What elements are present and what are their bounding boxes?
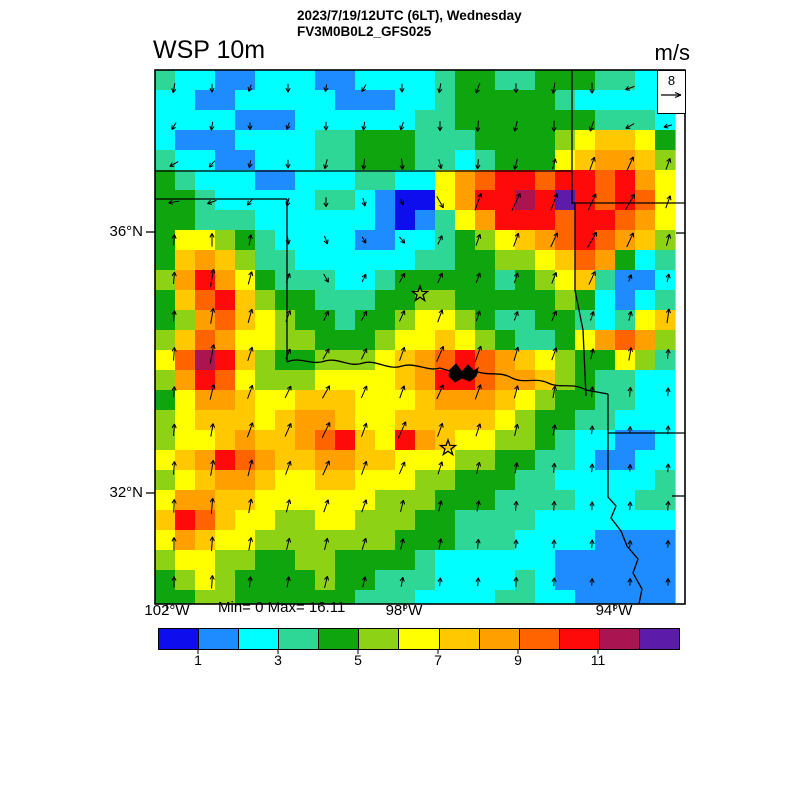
reference-arrow-icon [660, 91, 681, 99]
lon-label-94w: 94°W [595, 602, 633, 619]
colorbar-segment [478, 629, 519, 649]
colorbar-segment [638, 629, 680, 649]
colorbar [158, 628, 680, 650]
colorbar-tick-label: 5 [354, 652, 362, 668]
colorbar-segment [438, 629, 479, 649]
wind-speed-field [155, 70, 676, 604]
colorbar-tick-label: 3 [274, 652, 282, 668]
map-frame [146, 69, 686, 611]
colorbar-tick-label: 9 [514, 652, 522, 668]
colorbar-tick-label: 7 [434, 652, 442, 668]
reference-speed-value: 8 [667, 73, 676, 88]
colorbar-segment [278, 629, 319, 649]
wind-vector-legend: 8 [657, 70, 686, 114]
lon-label-102w: 102°W [144, 602, 190, 619]
lat-label-32n: 32°N [109, 484, 143, 501]
plot-model-title: FV3M0B0L2_GFS025 [297, 24, 432, 39]
lat-label-36n: 36°N [109, 223, 143, 240]
colorbar-segment [238, 629, 279, 649]
colorbar-segment [159, 629, 199, 649]
colorbar-tick [517, 650, 519, 654]
colorbar-tick [357, 650, 359, 654]
colorbar-tick-label: 11 [590, 652, 606, 668]
colorbar-segment [558, 629, 599, 649]
minmax-stats: Min= 0 Max= 16.11 [218, 599, 346, 616]
plot-datetime-title: 2023/7/19/12UTC (6LT), Wednesday [297, 8, 522, 23]
colorbar-segment [398, 629, 439, 649]
colorbar-segment [358, 629, 399, 649]
units-label: m/s [654, 40, 690, 65]
variable-title: WSP 10m [153, 36, 266, 64]
colorbar-tick [277, 650, 279, 654]
state-borders [155, 70, 685, 604]
wind-vectors [168, 82, 673, 589]
colorbar-tick [197, 650, 199, 654]
colorbar-tick-label: 1 [194, 652, 202, 668]
colorbar-tick [437, 650, 439, 654]
colorbar-segment [598, 629, 639, 649]
lon-label-98w: 98°W [385, 602, 423, 619]
city-markers [410, 284, 458, 457]
colorbar-segment [318, 629, 359, 649]
colorbar-tick [597, 650, 599, 654]
colorbar-segment [518, 629, 559, 649]
colorbar-segment [198, 629, 239, 649]
